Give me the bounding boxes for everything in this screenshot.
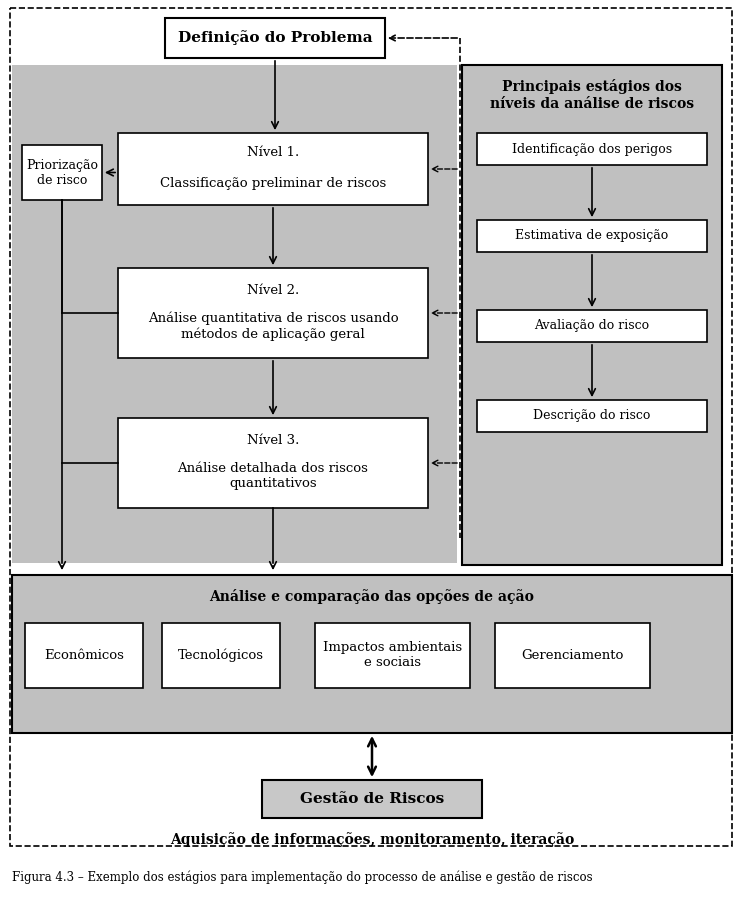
Text: Principais estágios dos
níveis da análise de riscos: Principais estágios dos níveis da anális…	[490, 80, 694, 111]
Text: Definição do Problema: Definição do Problema	[178, 30, 372, 46]
Bar	[22, 145, 102, 200]
Text: Análise e comparação das opções de ação: Análise e comparação das opções de ação	[210, 590, 534, 604]
Bar	[262, 780, 482, 818]
Bar	[477, 400, 707, 432]
Bar	[118, 418, 428, 508]
Text: Descrição do risco: Descrição do risco	[533, 409, 651, 422]
Text: Avaliação do risco: Avaliação do risco	[534, 320, 649, 333]
Text: Análise detalhada dos riscos
quantitativos: Análise detalhada dos riscos quantitativ…	[178, 462, 369, 490]
Bar	[477, 220, 707, 252]
Text: Impactos ambientais
e sociais: Impactos ambientais e sociais	[323, 642, 462, 669]
Bar	[12, 65, 457, 563]
Bar	[462, 65, 722, 565]
Text: Nível 2.: Nível 2.	[247, 283, 299, 296]
Bar	[12, 575, 732, 733]
Text: Análise quantitativa de riscos usando
métodos de aplicação geral: Análise quantitativa de riscos usando mé…	[148, 312, 398, 341]
Text: Figura 4.3 – Exemplo dos estágios para implementação do processo de análise e ge: Figura 4.3 – Exemplo dos estágios para i…	[12, 870, 593, 884]
Text: Priorização
de risco: Priorização de risco	[26, 158, 98, 186]
Bar	[315, 623, 470, 688]
Text: Nível 3.: Nível 3.	[247, 433, 299, 447]
Bar	[477, 310, 707, 342]
Bar	[477, 133, 707, 165]
Text: Gestão de Riscos: Gestão de Riscos	[300, 792, 444, 806]
Bar	[162, 623, 280, 688]
Text: Classificação preliminar de riscos: Classificação preliminar de riscos	[160, 176, 386, 189]
Bar	[495, 623, 650, 688]
Text: Aquisição de informações, monitoramento, iteração: Aquisição de informações, monitoramento,…	[170, 833, 574, 847]
Text: Estimativa de exposição: Estimativa de exposição	[516, 229, 669, 242]
Text: Gerenciamento: Gerenciamento	[522, 649, 623, 662]
Text: Nível 1.: Nível 1.	[247, 146, 299, 160]
Bar	[165, 18, 385, 58]
Bar	[118, 268, 428, 358]
Text: Tecnológicos: Tecnológicos	[178, 649, 264, 663]
Text: Identificação dos perigos: Identificação dos perigos	[512, 143, 672, 155]
Bar	[118, 133, 428, 205]
Text: Econômicos: Econômicos	[44, 649, 124, 662]
Bar	[25, 623, 143, 688]
